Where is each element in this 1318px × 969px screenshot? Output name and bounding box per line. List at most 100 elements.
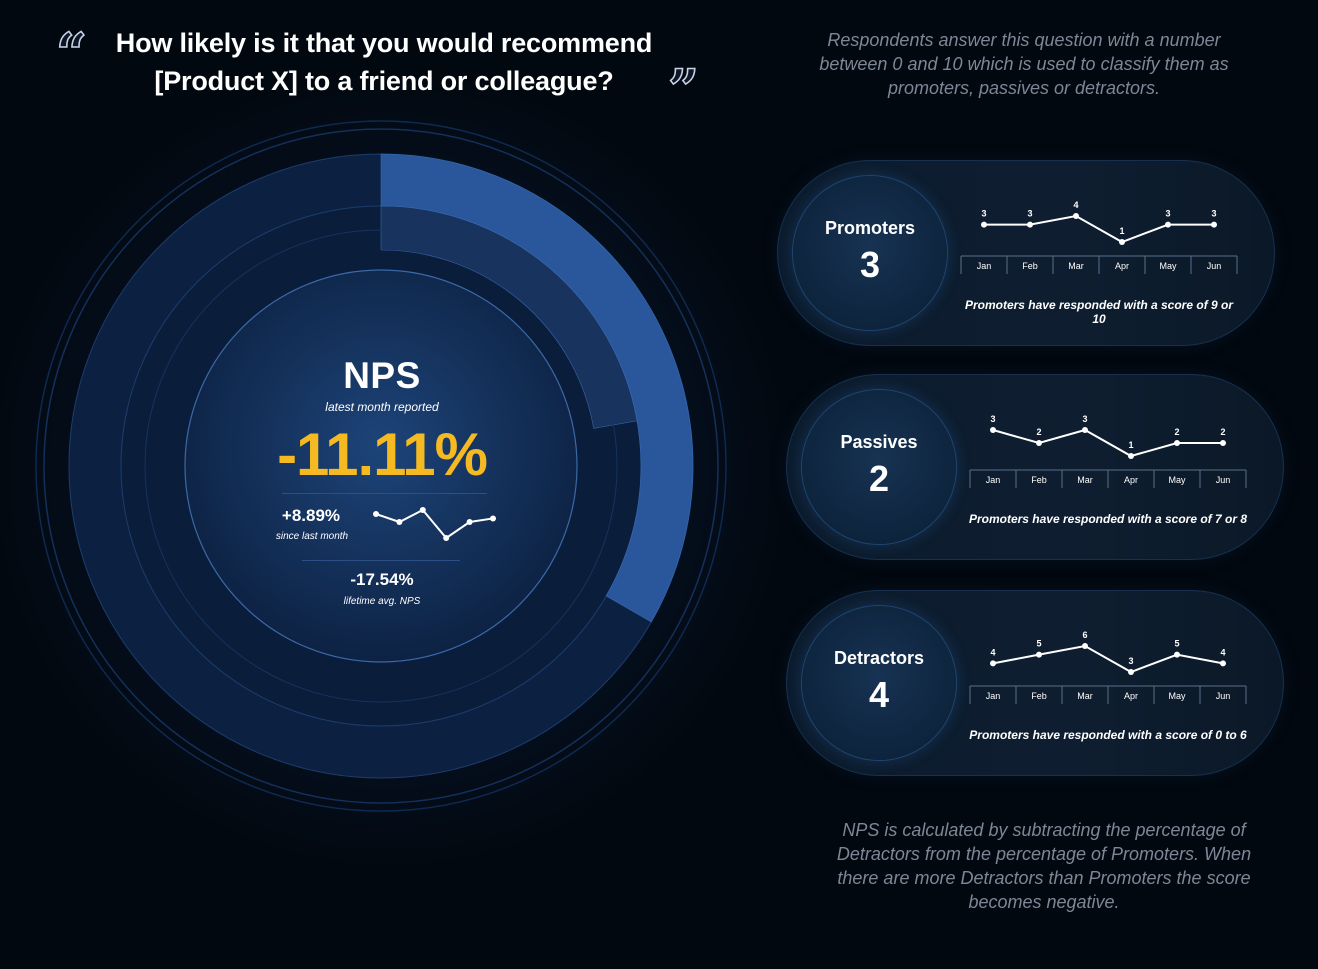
x-tick-label: May xyxy=(1168,691,1186,701)
divider xyxy=(282,493,487,494)
outer-guide-ring xyxy=(35,120,727,812)
data-point xyxy=(1165,221,1171,228)
series-line xyxy=(984,214,1214,244)
promoters-line-chart: 3 3 4 1 3 3 Jan Feb Mar Apr May Jun xyxy=(960,200,1238,274)
nps-ring-chart xyxy=(35,120,727,812)
promoters-card: Promoters 3 3 3 4 1 3 3 Jan Feb Mar Apr May Jun Pro… xyxy=(777,160,1275,346)
card-title: Passives xyxy=(840,432,918,452)
data-point xyxy=(990,660,996,667)
nps-title: NPS xyxy=(343,355,421,396)
open-quote-icon: “ xyxy=(55,21,88,85)
passives-card: Passives 2 3 2 3 1 2 2 Jan Feb Mar Apr May Jun Prom… xyxy=(786,374,1284,560)
ring-center xyxy=(184,269,578,663)
data-label: 4 xyxy=(1220,647,1225,657)
data-point xyxy=(1220,660,1226,667)
data-point xyxy=(1174,440,1180,446)
data-point xyxy=(1082,427,1088,433)
series-line xyxy=(992,428,1223,458)
survey-question: How likely is it that you would recommen… xyxy=(115,28,653,96)
data-label: 2 xyxy=(1174,427,1179,437)
x-tick-label: Mar xyxy=(1068,261,1084,271)
close-quote-icon: ” xyxy=(667,57,700,121)
data-label: 1 xyxy=(1128,440,1133,450)
x-tick-label: Apr xyxy=(1124,475,1138,485)
data-point xyxy=(1128,453,1134,459)
data-label: 3 xyxy=(990,414,995,424)
passives-circle xyxy=(802,390,956,544)
promoters-circle xyxy=(793,176,947,330)
sparkline-point xyxy=(443,535,450,541)
card-note: Promoters have responded with a score of… xyxy=(968,512,1248,526)
x-tick-label: Jun xyxy=(1207,261,1222,271)
nps-trend-sparkline xyxy=(373,507,496,541)
data-label: 3 xyxy=(1082,414,1087,424)
sparkline xyxy=(375,508,494,540)
detractors-line-chart: 4 5 6 3 5 4 Jan Feb Mar Apr May Jun xyxy=(969,630,1247,704)
data-label: 4 xyxy=(990,647,995,657)
card-note: Promoters have responded with a score of… xyxy=(969,728,1247,742)
data-label: 3 xyxy=(1027,209,1032,219)
card-title: Detractors xyxy=(833,648,925,668)
nps-subtitle: latest month reported xyxy=(325,400,439,414)
x-tick-label: Jun xyxy=(1216,475,1231,485)
x-tick-label: Apr xyxy=(1124,691,1138,701)
sparkline-point xyxy=(373,511,379,517)
x-tick-label: Jun xyxy=(1216,691,1231,701)
data-label: 5 xyxy=(1036,639,1041,649)
data-label: 3 xyxy=(1128,656,1133,666)
x-tick-label: Feb xyxy=(1022,261,1038,271)
card-count: 4 xyxy=(868,674,890,715)
data-label: 3 xyxy=(1165,209,1170,219)
data-point xyxy=(1119,239,1125,245)
card-title: Promoters xyxy=(824,218,916,238)
nps-change: +8.89% xyxy=(281,506,341,525)
x-tick-label: May xyxy=(1168,475,1186,485)
data-point xyxy=(1128,669,1134,675)
nps-value: -11.11% xyxy=(277,421,488,488)
data-point xyxy=(1036,651,1042,658)
passives-line-chart: 3 2 3 1 2 2 Jan Feb Mar Apr May Jun xyxy=(969,414,1247,488)
data-point xyxy=(990,427,996,433)
data-point xyxy=(1082,643,1088,649)
nps-change-label: since last month xyxy=(275,531,349,542)
x-tick-label: Feb xyxy=(1031,475,1047,485)
data-label: 4 xyxy=(1073,200,1078,210)
data-point xyxy=(1027,221,1033,228)
x-tick-label: Mar xyxy=(1077,691,1093,701)
outer-guide-ring xyxy=(43,128,719,804)
sparkline-point xyxy=(490,515,496,522)
x-tick-label: Feb xyxy=(1031,691,1047,701)
x-tick-label: Jan xyxy=(986,475,1001,485)
series-line xyxy=(992,644,1224,674)
detractors-card: Detractors 4 4 5 6 3 5 4 Jan Feb Mar Apr May Jun Pr… xyxy=(786,590,1284,776)
x-tick-label: Jan xyxy=(986,691,1001,701)
detractors-circle xyxy=(802,606,956,760)
formula-note: NPS is calculated by subtracting the per… xyxy=(836,820,1252,912)
data-point xyxy=(1211,221,1217,228)
data-point xyxy=(1036,440,1042,446)
card-note: Promoters have responded with a score of… xyxy=(964,298,1234,326)
data-label: 5 xyxy=(1174,639,1179,649)
data-label: 6 xyxy=(1082,630,1087,640)
data-label: 3 xyxy=(1211,209,1216,219)
data-label: 2 xyxy=(1220,427,1225,437)
data-label: 3 xyxy=(981,209,986,219)
data-point xyxy=(1073,213,1079,219)
data-label: 1 xyxy=(1119,226,1124,236)
sparkline-point xyxy=(396,519,403,525)
data-point xyxy=(1174,651,1180,658)
card-count: 3 xyxy=(859,244,881,285)
data-point xyxy=(1220,440,1226,446)
card-count: 2 xyxy=(868,458,890,499)
ring-divider xyxy=(144,229,618,703)
data-label: 2 xyxy=(1036,427,1041,437)
x-tick-label: May xyxy=(1159,261,1177,271)
nps-lifetime-label: lifetime avg. NPS xyxy=(343,596,421,607)
sparkline-point xyxy=(419,507,426,513)
divider xyxy=(302,560,460,561)
sparkline-point xyxy=(466,519,473,525)
data-point xyxy=(981,221,987,228)
nps-lifetime: -17.54% xyxy=(350,570,414,589)
ring-arc-passives xyxy=(380,205,638,429)
intro-note: Respondents answer this question with a … xyxy=(819,30,1229,98)
